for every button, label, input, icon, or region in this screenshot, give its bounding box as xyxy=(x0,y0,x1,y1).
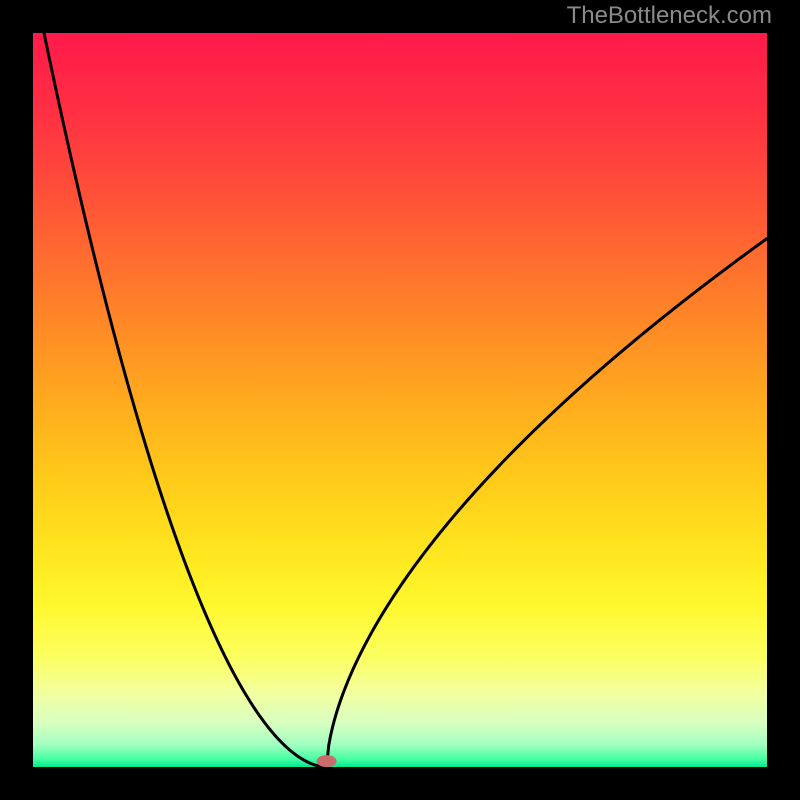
watermark-text: TheBottleneck.com xyxy=(567,2,772,30)
chart-frame: TheBottleneck.com xyxy=(0,0,800,800)
plot-background xyxy=(33,33,767,767)
optimal-marker xyxy=(317,755,337,767)
chart-svg xyxy=(0,0,800,800)
